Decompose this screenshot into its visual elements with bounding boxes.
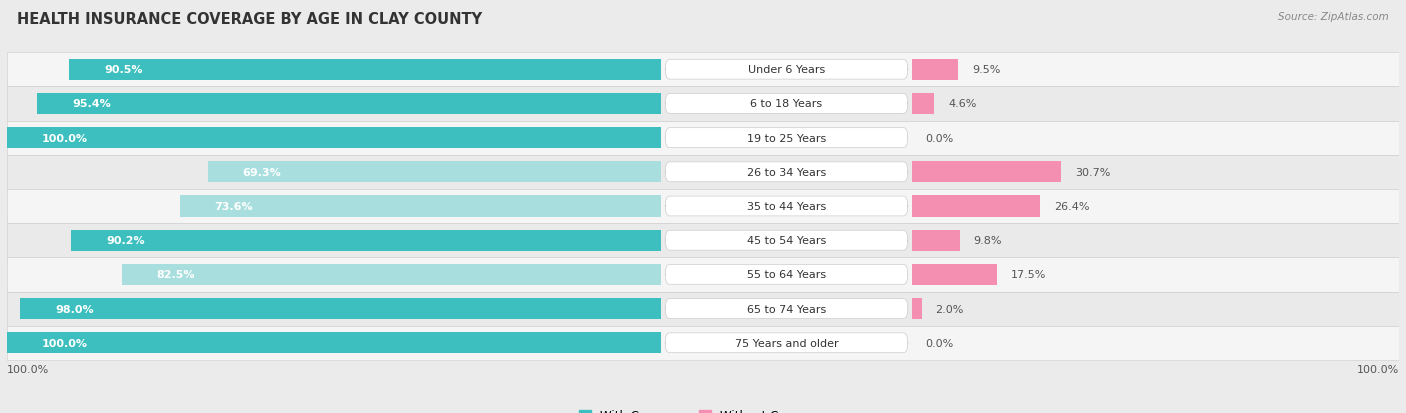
FancyBboxPatch shape <box>665 197 908 216</box>
Text: 90.2%: 90.2% <box>105 236 145 246</box>
FancyBboxPatch shape <box>665 60 908 80</box>
Text: Under 6 Years: Under 6 Years <box>748 65 825 75</box>
FancyBboxPatch shape <box>665 162 908 182</box>
Bar <box>7 223 1399 258</box>
FancyBboxPatch shape <box>665 333 908 353</box>
Bar <box>20 298 661 319</box>
Bar <box>7 155 1399 190</box>
Text: 100.0%: 100.0% <box>42 338 87 348</box>
Bar <box>912 230 959 251</box>
Text: 90.5%: 90.5% <box>104 65 142 75</box>
Bar <box>69 59 661 81</box>
Text: 95.4%: 95.4% <box>72 99 111 109</box>
Text: 82.5%: 82.5% <box>156 270 195 280</box>
Text: 6 to 18 Years: 6 to 18 Years <box>751 99 823 109</box>
Text: 100.0%: 100.0% <box>42 133 87 143</box>
Bar <box>912 196 1040 217</box>
FancyBboxPatch shape <box>665 265 908 285</box>
Text: 75 Years and older: 75 Years and older <box>735 338 838 348</box>
Bar <box>912 264 997 285</box>
FancyBboxPatch shape <box>665 231 908 251</box>
Text: 98.0%: 98.0% <box>55 304 94 314</box>
FancyBboxPatch shape <box>665 299 908 319</box>
Bar <box>180 196 661 217</box>
Legend: With Coverage, Without Coverage: With Coverage, Without Coverage <box>574 404 832 413</box>
Bar <box>121 264 661 285</box>
Text: Source: ZipAtlas.com: Source: ZipAtlas.com <box>1278 12 1389 22</box>
Text: HEALTH INSURANCE COVERAGE BY AGE IN CLAY COUNTY: HEALTH INSURANCE COVERAGE BY AGE IN CLAY… <box>17 12 482 27</box>
Text: 9.5%: 9.5% <box>972 65 1000 75</box>
Bar <box>72 230 661 251</box>
Bar <box>7 332 661 354</box>
Text: 100.0%: 100.0% <box>7 364 49 374</box>
FancyBboxPatch shape <box>665 128 908 148</box>
Text: 19 to 25 Years: 19 to 25 Years <box>747 133 827 143</box>
Text: 65 to 74 Years: 65 to 74 Years <box>747 304 827 314</box>
Bar <box>912 162 1062 183</box>
Text: 35 to 44 Years: 35 to 44 Years <box>747 202 827 211</box>
Bar <box>912 298 921 319</box>
Text: 45 to 54 Years: 45 to 54 Years <box>747 236 827 246</box>
Text: 55 to 64 Years: 55 to 64 Years <box>747 270 827 280</box>
Bar <box>7 53 1399 87</box>
Bar <box>37 94 661 115</box>
FancyBboxPatch shape <box>665 94 908 114</box>
Bar <box>912 94 934 115</box>
Text: 17.5%: 17.5% <box>1011 270 1046 280</box>
Text: 9.8%: 9.8% <box>973 236 1002 246</box>
Bar <box>7 258 1399 292</box>
Bar <box>208 162 661 183</box>
Bar <box>7 292 1399 326</box>
Text: 0.0%: 0.0% <box>925 133 953 143</box>
Text: 0.0%: 0.0% <box>925 338 953 348</box>
Text: 69.3%: 69.3% <box>243 167 281 177</box>
Text: 73.6%: 73.6% <box>215 202 253 211</box>
Text: 30.7%: 30.7% <box>1076 167 1111 177</box>
Text: 100.0%: 100.0% <box>1357 364 1399 374</box>
Bar <box>7 128 661 149</box>
Text: 26.4%: 26.4% <box>1054 202 1090 211</box>
Text: 26 to 34 Years: 26 to 34 Years <box>747 167 827 177</box>
Bar <box>7 121 1399 155</box>
Text: 4.6%: 4.6% <box>948 99 977 109</box>
Bar <box>7 326 1399 360</box>
Bar <box>912 59 957 81</box>
Bar <box>7 87 1399 121</box>
Text: 2.0%: 2.0% <box>935 304 965 314</box>
Bar <box>7 190 1399 223</box>
